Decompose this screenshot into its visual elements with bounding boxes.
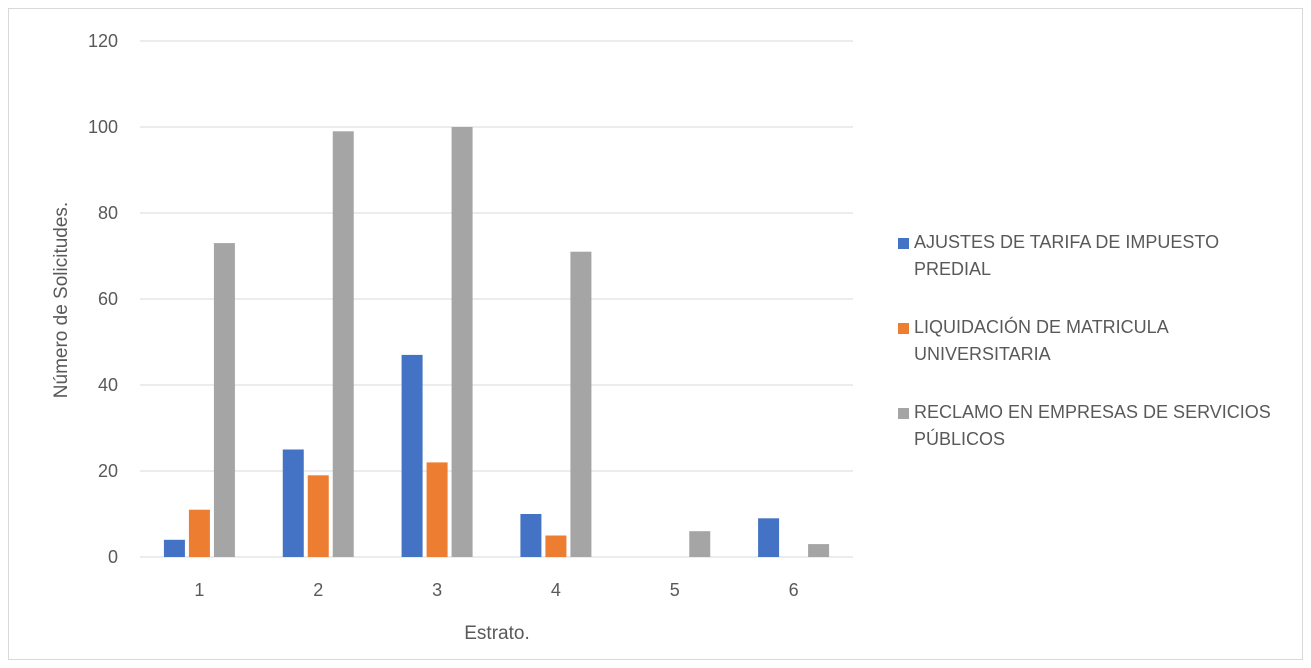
legend-swatch-2: [898, 323, 909, 334]
legend-label-2-line-1: LIQUIDACIÓN DE MATRICULA: [914, 316, 1169, 337]
legend-swatch-1: [898, 238, 909, 249]
bars: [163, 127, 830, 558]
y-tick-label-60: 60: [98, 289, 118, 309]
bar-series1-estrato-6: [758, 518, 780, 557]
x-tick-label-2: 2: [313, 580, 323, 600]
gridlines: [140, 40, 853, 558]
legend-swatch-3: [898, 408, 909, 419]
legend-label-2-line-2: UNIVERSITARIA: [914, 344, 1051, 364]
legend-label-3-line-2: PÚBLICOS: [914, 428, 1005, 449]
y-tick-label-100: 100: [88, 117, 118, 137]
bar-series3-estrato-3: [451, 127, 473, 557]
y-tick-label-20: 20: [98, 461, 118, 481]
bar-series1-estrato-4: [520, 514, 542, 557]
bar-series3-estrato-2: [332, 131, 354, 558]
x-tick-label-1: 1: [194, 580, 204, 600]
bar-series2-estrato-1: [188, 509, 210, 557]
x-tick-label-3: 3: [432, 580, 442, 600]
y-axis-title: Número de Solicitudes.: [51, 202, 72, 398]
legend-label-1-line-1: AJUSTES DE TARIFA DE IMPUESTO: [914, 232, 1219, 252]
bar-series2-estrato-4: [545, 535, 567, 557]
bar-series3-estrato-1: [213, 243, 235, 557]
x-axis-title: Estrato.: [464, 623, 529, 644]
legend: AJUSTES DE TARIFA DE IMPUESTO PREDIAL LIQU…: [898, 232, 1271, 449]
bar-series2-estrato-2: [307, 475, 329, 557]
x-tick-label-5: 5: [670, 580, 680, 600]
y-axis-ticks: 0 20 40 60 80 100 120: [88, 31, 118, 567]
x-axis-ticks: 1 2 3 4 5 6: [194, 580, 798, 600]
bar-series2-estrato-3: [426, 462, 448, 557]
x-tick-label-4: 4: [551, 580, 561, 600]
legend-label-1-line-2: PREDIAL: [914, 259, 991, 279]
y-tick-label-80: 80: [98, 203, 118, 223]
bar-series1-estrato-3: [401, 354, 423, 557]
bar-series3-estrato-5: [689, 531, 711, 557]
x-tick-label-6: 6: [789, 580, 799, 600]
y-tick-label-40: 40: [98, 375, 118, 395]
y-tick-label-0: 0: [108, 547, 118, 567]
bar-series1-estrato-2: [282, 449, 304, 557]
bar-series1-estrato-1: [163, 539, 185, 557]
bar-series3-estrato-4: [570, 251, 592, 557]
bar-series3-estrato-6: [808, 544, 830, 557]
y-tick-label-120: 120: [88, 31, 118, 51]
legend-label-3-line-1: RECLAMO EN EMPRESAS DE SERVICIOS: [914, 402, 1271, 422]
